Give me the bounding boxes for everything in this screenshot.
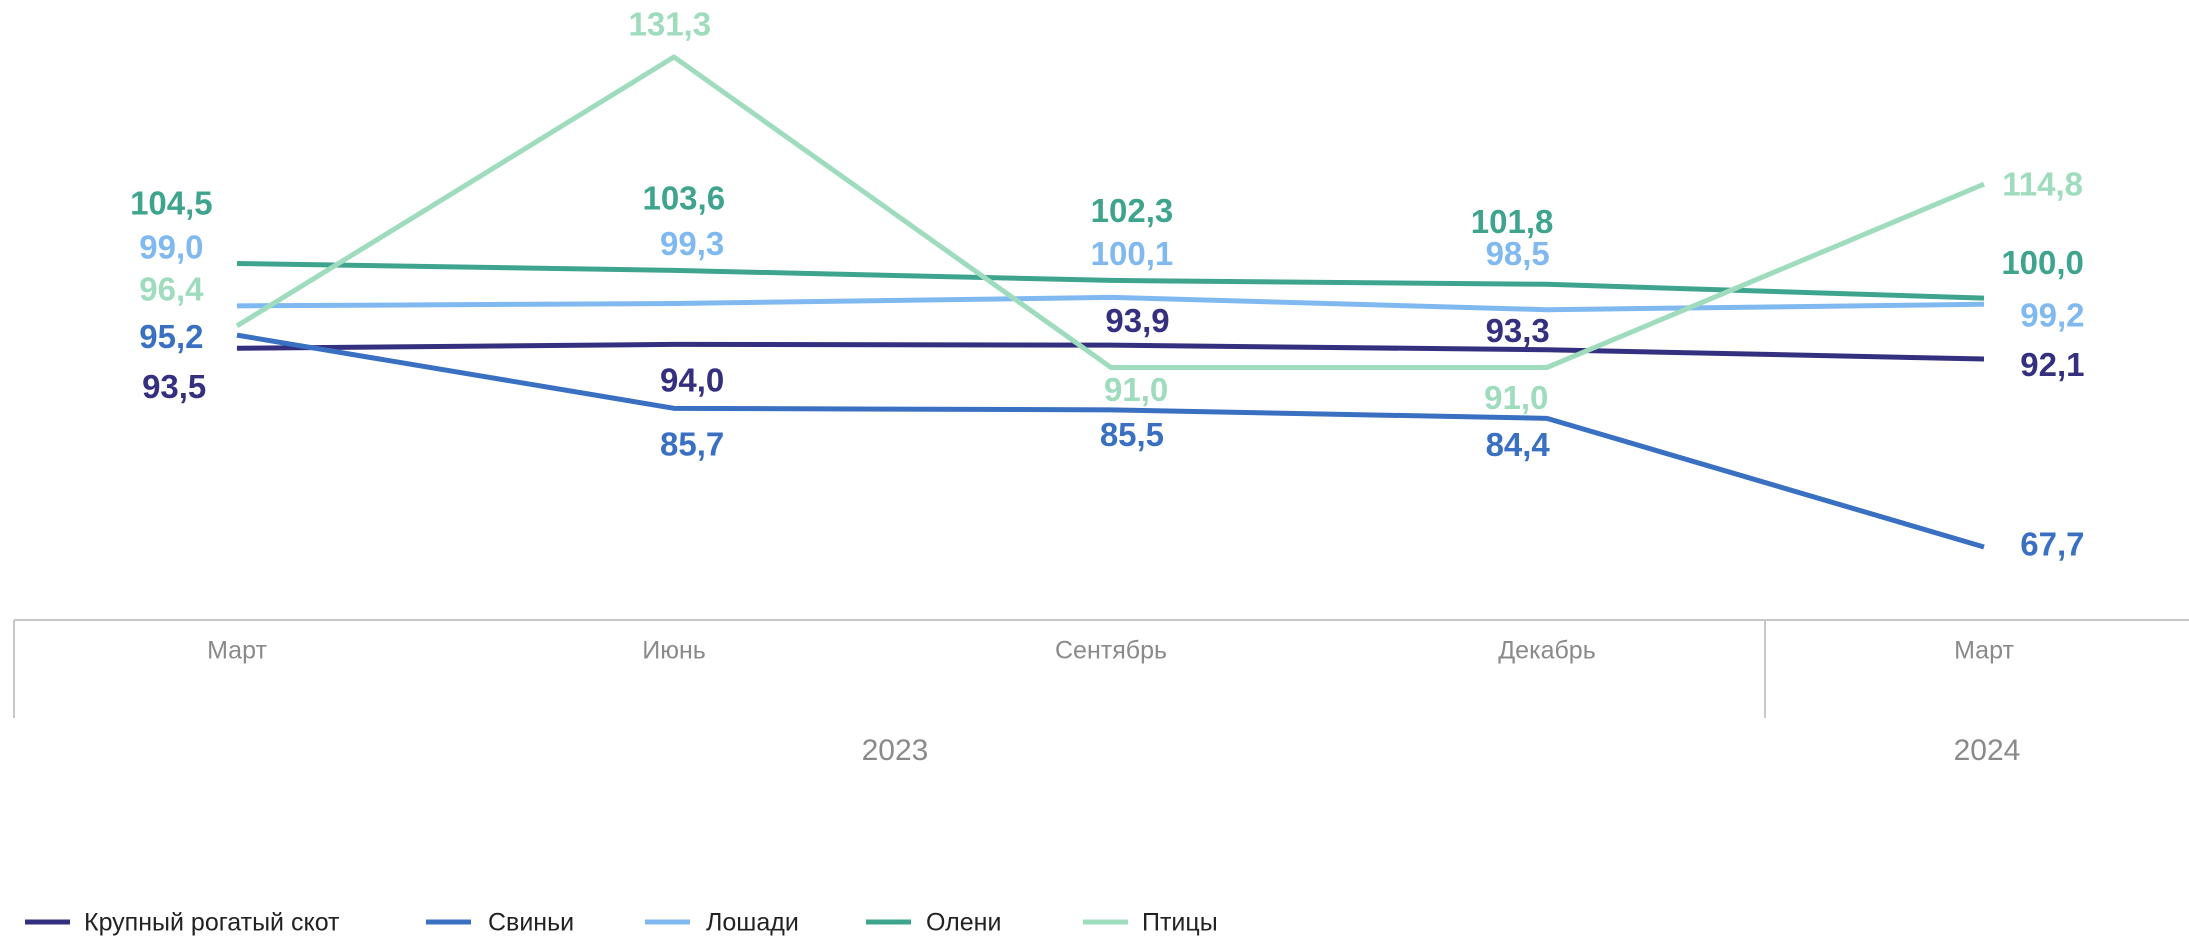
data-label: 92,1 [2020, 346, 2084, 383]
data-label: 84,4 [1486, 426, 1551, 463]
x-tick-label: Март [1954, 637, 2014, 665]
legend-label: Олени [926, 909, 1001, 937]
data-label: 100,1 [1091, 235, 1174, 272]
x-tick-label: Июнь [642, 637, 706, 665]
group-label: 2024 [1954, 734, 2021, 767]
data-label: 91,0 [1104, 371, 1168, 408]
data-label: 104,5 [130, 185, 213, 222]
data-label: 98,5 [1486, 235, 1550, 272]
data-label: 131,3 [629, 6, 712, 43]
series-line [236, 260, 1985, 301]
data-label: 114,8 [2002, 166, 2083, 203]
legend-label: Крупный рогатый скот [84, 909, 340, 937]
data-label: 85,5 [1100, 416, 1164, 453]
data-label: 101,8 [1471, 203, 1554, 240]
data-label: 99,3 [660, 225, 724, 262]
series-line [235, 54, 1985, 370]
legend-label: Свиньи [488, 909, 574, 937]
x-tick-label: Декабрь [1498, 637, 1595, 665]
data-label: 95,2 [139, 318, 203, 355]
legend-label: Лошади [706, 909, 799, 937]
data-label: 96,4 [139, 270, 204, 307]
data-label: 91,0 [1484, 379, 1548, 416]
legend-label: Птицы [1142, 909, 1218, 937]
x-tick-label: Сентябрь [1055, 637, 1167, 665]
data-label: 93,5 [142, 368, 206, 405]
series-line [236, 332, 1985, 550]
data-label: 93,9 [1105, 302, 1169, 339]
data-label: 99,0 [139, 228, 203, 265]
data-label: 94,0 [660, 361, 724, 398]
series-line [236, 341, 1985, 362]
data-label: 85,7 [660, 425, 724, 462]
data-label: 103,6 [642, 179, 725, 216]
data-label: 67,7 [2020, 526, 2084, 563]
data-label: 100,0 [2001, 244, 2084, 281]
x-tick-label: Март [207, 637, 267, 665]
data-label: 93,3 [1486, 312, 1550, 349]
group-label: 2023 [862, 734, 929, 767]
data-label: 99,2 [2020, 297, 2084, 334]
data-label: 102,3 [1091, 192, 1174, 229]
